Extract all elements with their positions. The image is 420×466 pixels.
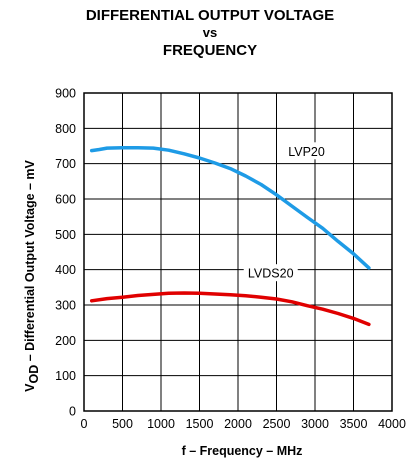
series-label-2: LVDS20	[248, 267, 294, 281]
chart-title-line-3: FREQUENCY	[162, 42, 258, 59]
x-tick-label: 4000	[378, 417, 406, 431]
y-tick-labels: 0 100 200 300 400 500 600 700 800 900	[55, 87, 76, 419]
x-tick-label: 0	[81, 417, 88, 431]
y-tick-label: 0	[69, 405, 76, 419]
chart-series	[89, 146, 371, 327]
series-line-1	[89, 146, 371, 270]
x-tick-label: 1500	[186, 417, 214, 431]
y-tick-label: 600	[55, 193, 76, 207]
series-label-bg	[283, 142, 330, 160]
y-tick-label: 300	[55, 299, 76, 313]
x-tick-labels: 0 500 1000 1500 2000 2500 3000 3500 4000	[81, 417, 406, 431]
series-label-1: LVP20	[288, 145, 325, 159]
plot-frame	[83, 92, 393, 412]
chart-grid	[84, 93, 392, 411]
series-labels: LVP20 LVDS20	[243, 142, 330, 282]
series-line-2	[89, 291, 371, 327]
y-tick-label: 100	[55, 369, 76, 383]
series-label-bg	[243, 264, 298, 282]
y-tick-label: 700	[55, 157, 76, 171]
y-tick-label: 900	[55, 87, 76, 101]
y-axis-label: VOD – Differential Output Voltage – mV	[23, 159, 41, 391]
y-axis-label-main: V	[23, 383, 37, 392]
y-tick-label: 800	[55, 122, 76, 136]
x-tick-label: 500	[112, 417, 133, 431]
chart-title-line-2: vs	[202, 25, 218, 40]
x-tick-label: 2000	[224, 417, 252, 431]
y-tick-label: 400	[55, 263, 76, 277]
x-tick-label: 3500	[340, 417, 368, 431]
y-axis-label-subscript: OD	[27, 365, 41, 384]
x-tick-label: 3000	[301, 417, 329, 431]
y-tick-label: 200	[55, 334, 76, 348]
y-axis-label-text: – Differential Output Voltage – mV	[23, 159, 37, 364]
x-tick-label: 1000	[147, 417, 175, 431]
x-axis-label: f – Frequency – MHz	[182, 444, 303, 458]
x-tick-label: 2500	[263, 417, 291, 431]
y-tick-label: 500	[55, 228, 76, 242]
chart-title-line-1: DIFFERENTIAL OUTPUT VOLTAGE	[85, 7, 335, 24]
